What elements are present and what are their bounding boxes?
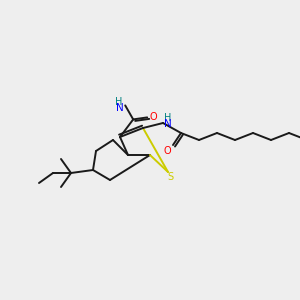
Text: N: N: [116, 103, 124, 113]
Text: O: O: [163, 146, 171, 156]
Text: H: H: [115, 98, 122, 107]
Text: N: N: [164, 119, 172, 129]
Text: O: O: [149, 112, 157, 122]
Text: S: S: [167, 172, 173, 182]
Text: H: H: [164, 113, 172, 123]
